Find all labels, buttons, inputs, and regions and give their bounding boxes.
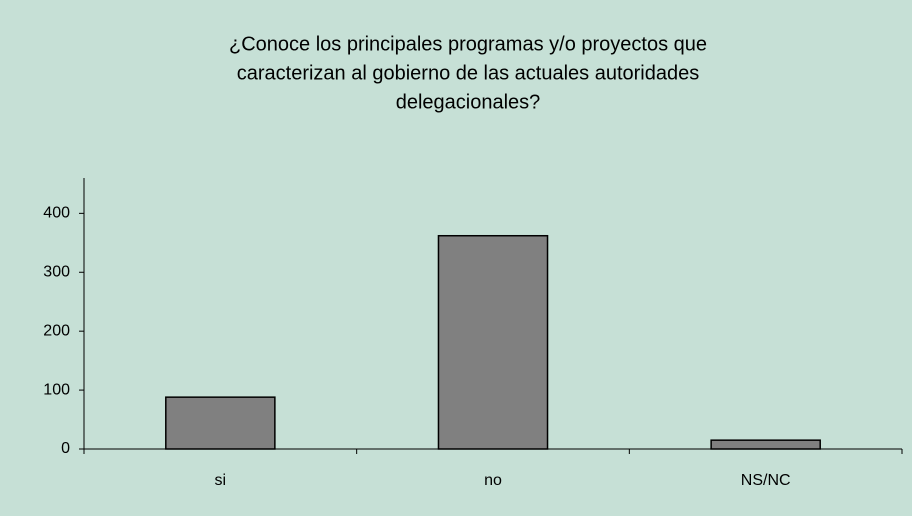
chart-title: caracterizan al gobierno de las actuales… xyxy=(237,62,700,84)
y-tick-label: 200 xyxy=(43,322,70,339)
bar xyxy=(165,396,276,450)
x-tick-label: si xyxy=(215,472,227,489)
x-tick-label: no xyxy=(484,472,502,489)
chart-title: delegacionales? xyxy=(396,91,541,113)
x-tick-label: NS/NC xyxy=(741,472,791,489)
y-tick-label: 400 xyxy=(43,205,70,222)
y-tick-label: 0 xyxy=(61,440,70,457)
y-tick-label: 300 xyxy=(43,263,70,280)
bar xyxy=(710,439,821,450)
bar xyxy=(437,234,549,450)
chart-title: ¿Conoce los principales programas y/o pr… xyxy=(229,33,707,55)
y-tick-label: 100 xyxy=(43,381,70,398)
